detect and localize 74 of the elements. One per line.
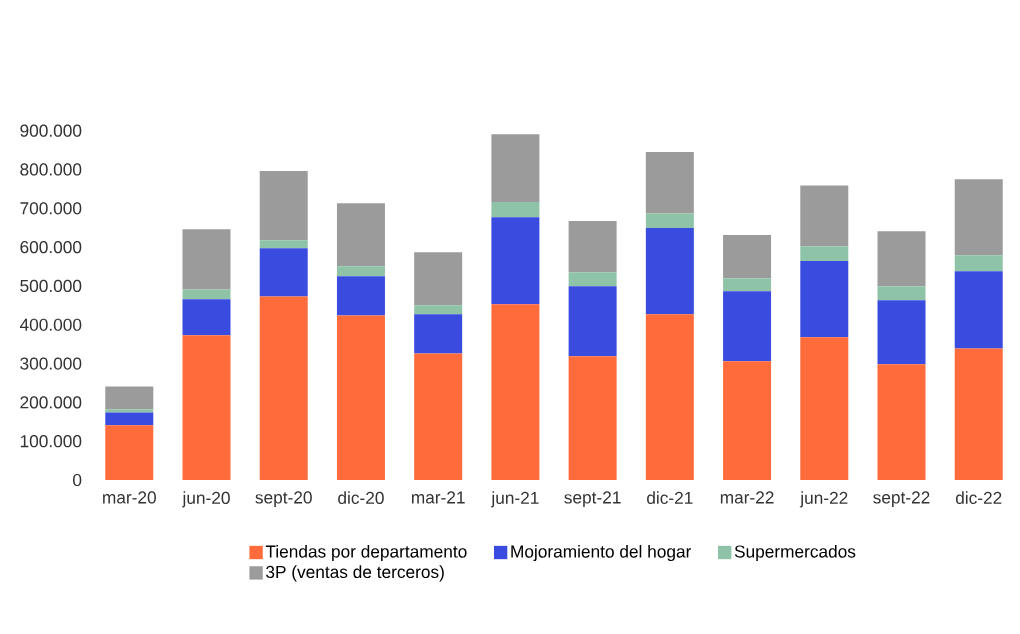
- bar: [414, 314, 463, 354]
- bar: [182, 289, 231, 300]
- bar: [259, 248, 308, 297]
- bar: [568, 286, 617, 357]
- bar: [954, 271, 1003, 349]
- bar: [723, 278, 772, 292]
- bar: [645, 152, 694, 214]
- y-tick-label: 900.000: [20, 124, 82, 137]
- bar: [182, 299, 231, 336]
- bar: [645, 228, 694, 315]
- bar: [259, 296, 308, 480]
- x-tick-label: dic-22: [955, 491, 1002, 505]
- bar: [336, 315, 385, 480]
- legend-label: Supermercados: [734, 544, 856, 562]
- y-tick-label: 800.000: [20, 163, 82, 176]
- bar: [259, 240, 308, 249]
- bar: [723, 291, 772, 362]
- y-tick-label: 700.000: [20, 202, 82, 215]
- x-tick-label: jun-22: [799, 491, 848, 508]
- bar: [105, 409, 154, 413]
- x-tick-label: sept-21: [564, 491, 621, 507]
- bar: [954, 255, 1003, 272]
- bar: [491, 134, 540, 203]
- bar: [800, 246, 849, 262]
- bar: [800, 261, 849, 338]
- legend-label: 3P (ventas de terceros): [266, 565, 444, 582]
- bar: [182, 229, 231, 290]
- x-tick-label: sept-22: [873, 491, 930, 507]
- bar: [105, 425, 154, 480]
- bar: [105, 412, 154, 426]
- y-tick-label: 500.000: [20, 279, 82, 293]
- x-tick-label: dic-20: [338, 491, 384, 505]
- x-tick-label: sept-20: [255, 491, 312, 507]
- bar: [877, 286, 926, 301]
- bar: [645, 314, 694, 480]
- x-tick-label: mar-21: [411, 491, 465, 504]
- bar: [491, 217, 540, 305]
- legend-label: Mojoramiento del hogar: [511, 544, 692, 562]
- bar: [259, 171, 308, 241]
- bar: [336, 203, 385, 267]
- x-tick-label: dic-21: [647, 491, 693, 505]
- bar: [800, 337, 849, 480]
- y-tick-label: 300.000: [20, 357, 82, 370]
- bar: [491, 304, 540, 480]
- bar: [414, 252, 463, 306]
- bar: [414, 353, 463, 480]
- bar: [568, 221, 617, 273]
- x-tick-label: mar-20: [103, 491, 156, 504]
- bar: [336, 276, 385, 316]
- x-tick-label: jun-21: [490, 491, 539, 508]
- x-tick-label: jun-20: [182, 491, 230, 508]
- bar: [954, 179, 1003, 256]
- bar: [800, 185, 849, 247]
- bar: [723, 361, 772, 480]
- bar: [491, 202, 540, 218]
- bar: [568, 272, 617, 287]
- x-tick-label: mar-22: [720, 491, 774, 504]
- bar: [336, 266, 385, 277]
- bar: [105, 386, 154, 410]
- bar: [877, 364, 926, 480]
- legend-label: Tiendas por departamento: [265, 544, 467, 562]
- y-tick-label: 200.000: [20, 396, 82, 409]
- y-tick-label: 400.000: [19, 318, 82, 331]
- y-tick-label: 100.000: [20, 435, 82, 448]
- bar: [877, 231, 926, 287]
- bar: [723, 235, 772, 279]
- bar: [182, 335, 231, 480]
- bar: [954, 348, 1003, 480]
- y-tick-label: 0: [73, 473, 82, 487]
- bar: [645, 213, 694, 229]
- y-tick-label: 600.000: [20, 241, 82, 254]
- bar: [877, 300, 926, 365]
- bar: [568, 356, 617, 480]
- bar: [414, 305, 463, 315]
